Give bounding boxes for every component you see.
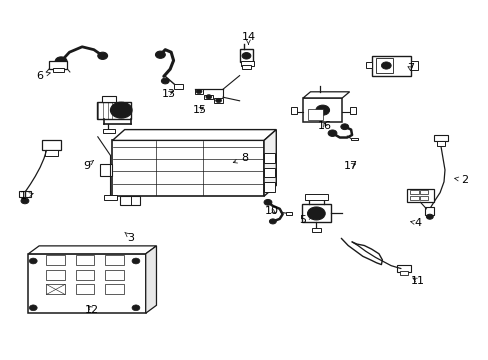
Bar bbox=[264, 168, 274, 177]
Bar bbox=[264, 153, 274, 163]
Bar bbox=[120, 196, 140, 205]
Bar bbox=[49, 61, 67, 69]
Bar bbox=[436, 141, 445, 146]
Bar bbox=[433, 135, 447, 141]
Circle shape bbox=[264, 199, 271, 205]
Circle shape bbox=[242, 53, 250, 59]
Bar bbox=[291, 107, 297, 114]
Bar bbox=[396, 265, 410, 272]
Text: 14: 14 bbox=[241, 32, 255, 45]
Bar bbox=[285, 212, 291, 215]
Text: 16: 16 bbox=[318, 121, 331, 131]
Bar bbox=[409, 190, 418, 194]
Bar bbox=[100, 164, 112, 176]
Bar bbox=[410, 61, 417, 70]
Polygon shape bbox=[145, 246, 156, 313]
Circle shape bbox=[29, 305, 37, 311]
Bar bbox=[102, 96, 116, 102]
Text: 7: 7 bbox=[407, 63, 413, 73]
Bar bbox=[409, 196, 418, 200]
Bar bbox=[105, 255, 123, 265]
Circle shape bbox=[155, 51, 165, 58]
Polygon shape bbox=[264, 130, 276, 196]
Text: 13: 13 bbox=[162, 89, 175, 99]
Bar bbox=[174, 84, 183, 89]
Bar bbox=[371, 56, 410, 76]
Circle shape bbox=[21, 198, 29, 204]
Circle shape bbox=[307, 207, 325, 220]
Bar bbox=[264, 182, 274, 192]
Bar bbox=[305, 194, 327, 200]
Bar bbox=[46, 255, 65, 265]
Circle shape bbox=[381, 62, 390, 69]
Circle shape bbox=[426, 214, 432, 219]
Bar bbox=[112, 140, 264, 196]
Bar bbox=[419, 190, 427, 194]
Bar bbox=[307, 109, 322, 120]
Bar bbox=[303, 98, 342, 122]
Bar bbox=[53, 68, 63, 72]
Bar bbox=[42, 140, 61, 150]
Bar bbox=[46, 284, 65, 294]
Bar bbox=[76, 255, 94, 265]
Text: 8: 8 bbox=[233, 153, 247, 163]
Text: 17: 17 bbox=[344, 161, 357, 171]
Polygon shape bbox=[303, 92, 349, 98]
Text: 9: 9 bbox=[83, 161, 93, 171]
Circle shape bbox=[98, 52, 107, 59]
Bar bbox=[425, 207, 433, 215]
Circle shape bbox=[110, 102, 132, 118]
Bar bbox=[302, 204, 330, 222]
Bar bbox=[349, 107, 355, 114]
Circle shape bbox=[29, 258, 37, 264]
Circle shape bbox=[215, 98, 221, 103]
Bar bbox=[194, 89, 203, 94]
Circle shape bbox=[269, 219, 276, 224]
Text: 12: 12 bbox=[85, 305, 99, 315]
Polygon shape bbox=[28, 246, 156, 254]
Circle shape bbox=[205, 95, 211, 99]
Circle shape bbox=[327, 130, 336, 136]
Text: 5: 5 bbox=[299, 215, 312, 225]
Text: 11: 11 bbox=[410, 276, 424, 286]
Bar bbox=[375, 58, 392, 73]
Bar bbox=[105, 270, 123, 280]
Bar bbox=[419, 196, 427, 200]
Circle shape bbox=[132, 305, 140, 311]
Text: 15: 15 bbox=[192, 105, 206, 115]
Bar bbox=[242, 65, 250, 69]
Bar bbox=[97, 102, 131, 119]
Circle shape bbox=[340, 124, 348, 130]
Text: 4: 4 bbox=[410, 218, 421, 228]
Bar bbox=[214, 98, 223, 103]
Text: 10: 10 bbox=[264, 206, 278, 216]
Bar bbox=[46, 270, 65, 280]
Circle shape bbox=[196, 89, 202, 94]
Bar bbox=[365, 62, 371, 68]
Bar bbox=[19, 191, 31, 197]
Bar bbox=[76, 284, 94, 294]
Circle shape bbox=[161, 78, 169, 84]
Bar bbox=[239, 49, 253, 62]
Text: 3: 3 bbox=[124, 232, 134, 243]
Bar bbox=[406, 189, 433, 202]
Bar bbox=[28, 254, 145, 313]
Bar bbox=[102, 129, 115, 133]
Circle shape bbox=[132, 258, 140, 264]
Text: 2: 2 bbox=[454, 175, 467, 185]
Bar bbox=[76, 270, 94, 280]
Bar bbox=[105, 284, 123, 294]
Bar bbox=[399, 271, 407, 275]
Bar bbox=[204, 95, 213, 99]
Text: 1: 1 bbox=[20, 191, 33, 201]
Bar bbox=[311, 228, 320, 232]
Circle shape bbox=[55, 57, 67, 66]
Bar bbox=[240, 61, 254, 66]
Text: 6: 6 bbox=[37, 71, 50, 81]
Bar bbox=[45, 150, 58, 156]
Polygon shape bbox=[112, 130, 276, 140]
Bar bbox=[350, 138, 358, 140]
Bar bbox=[103, 195, 117, 200]
Circle shape bbox=[315, 105, 329, 115]
